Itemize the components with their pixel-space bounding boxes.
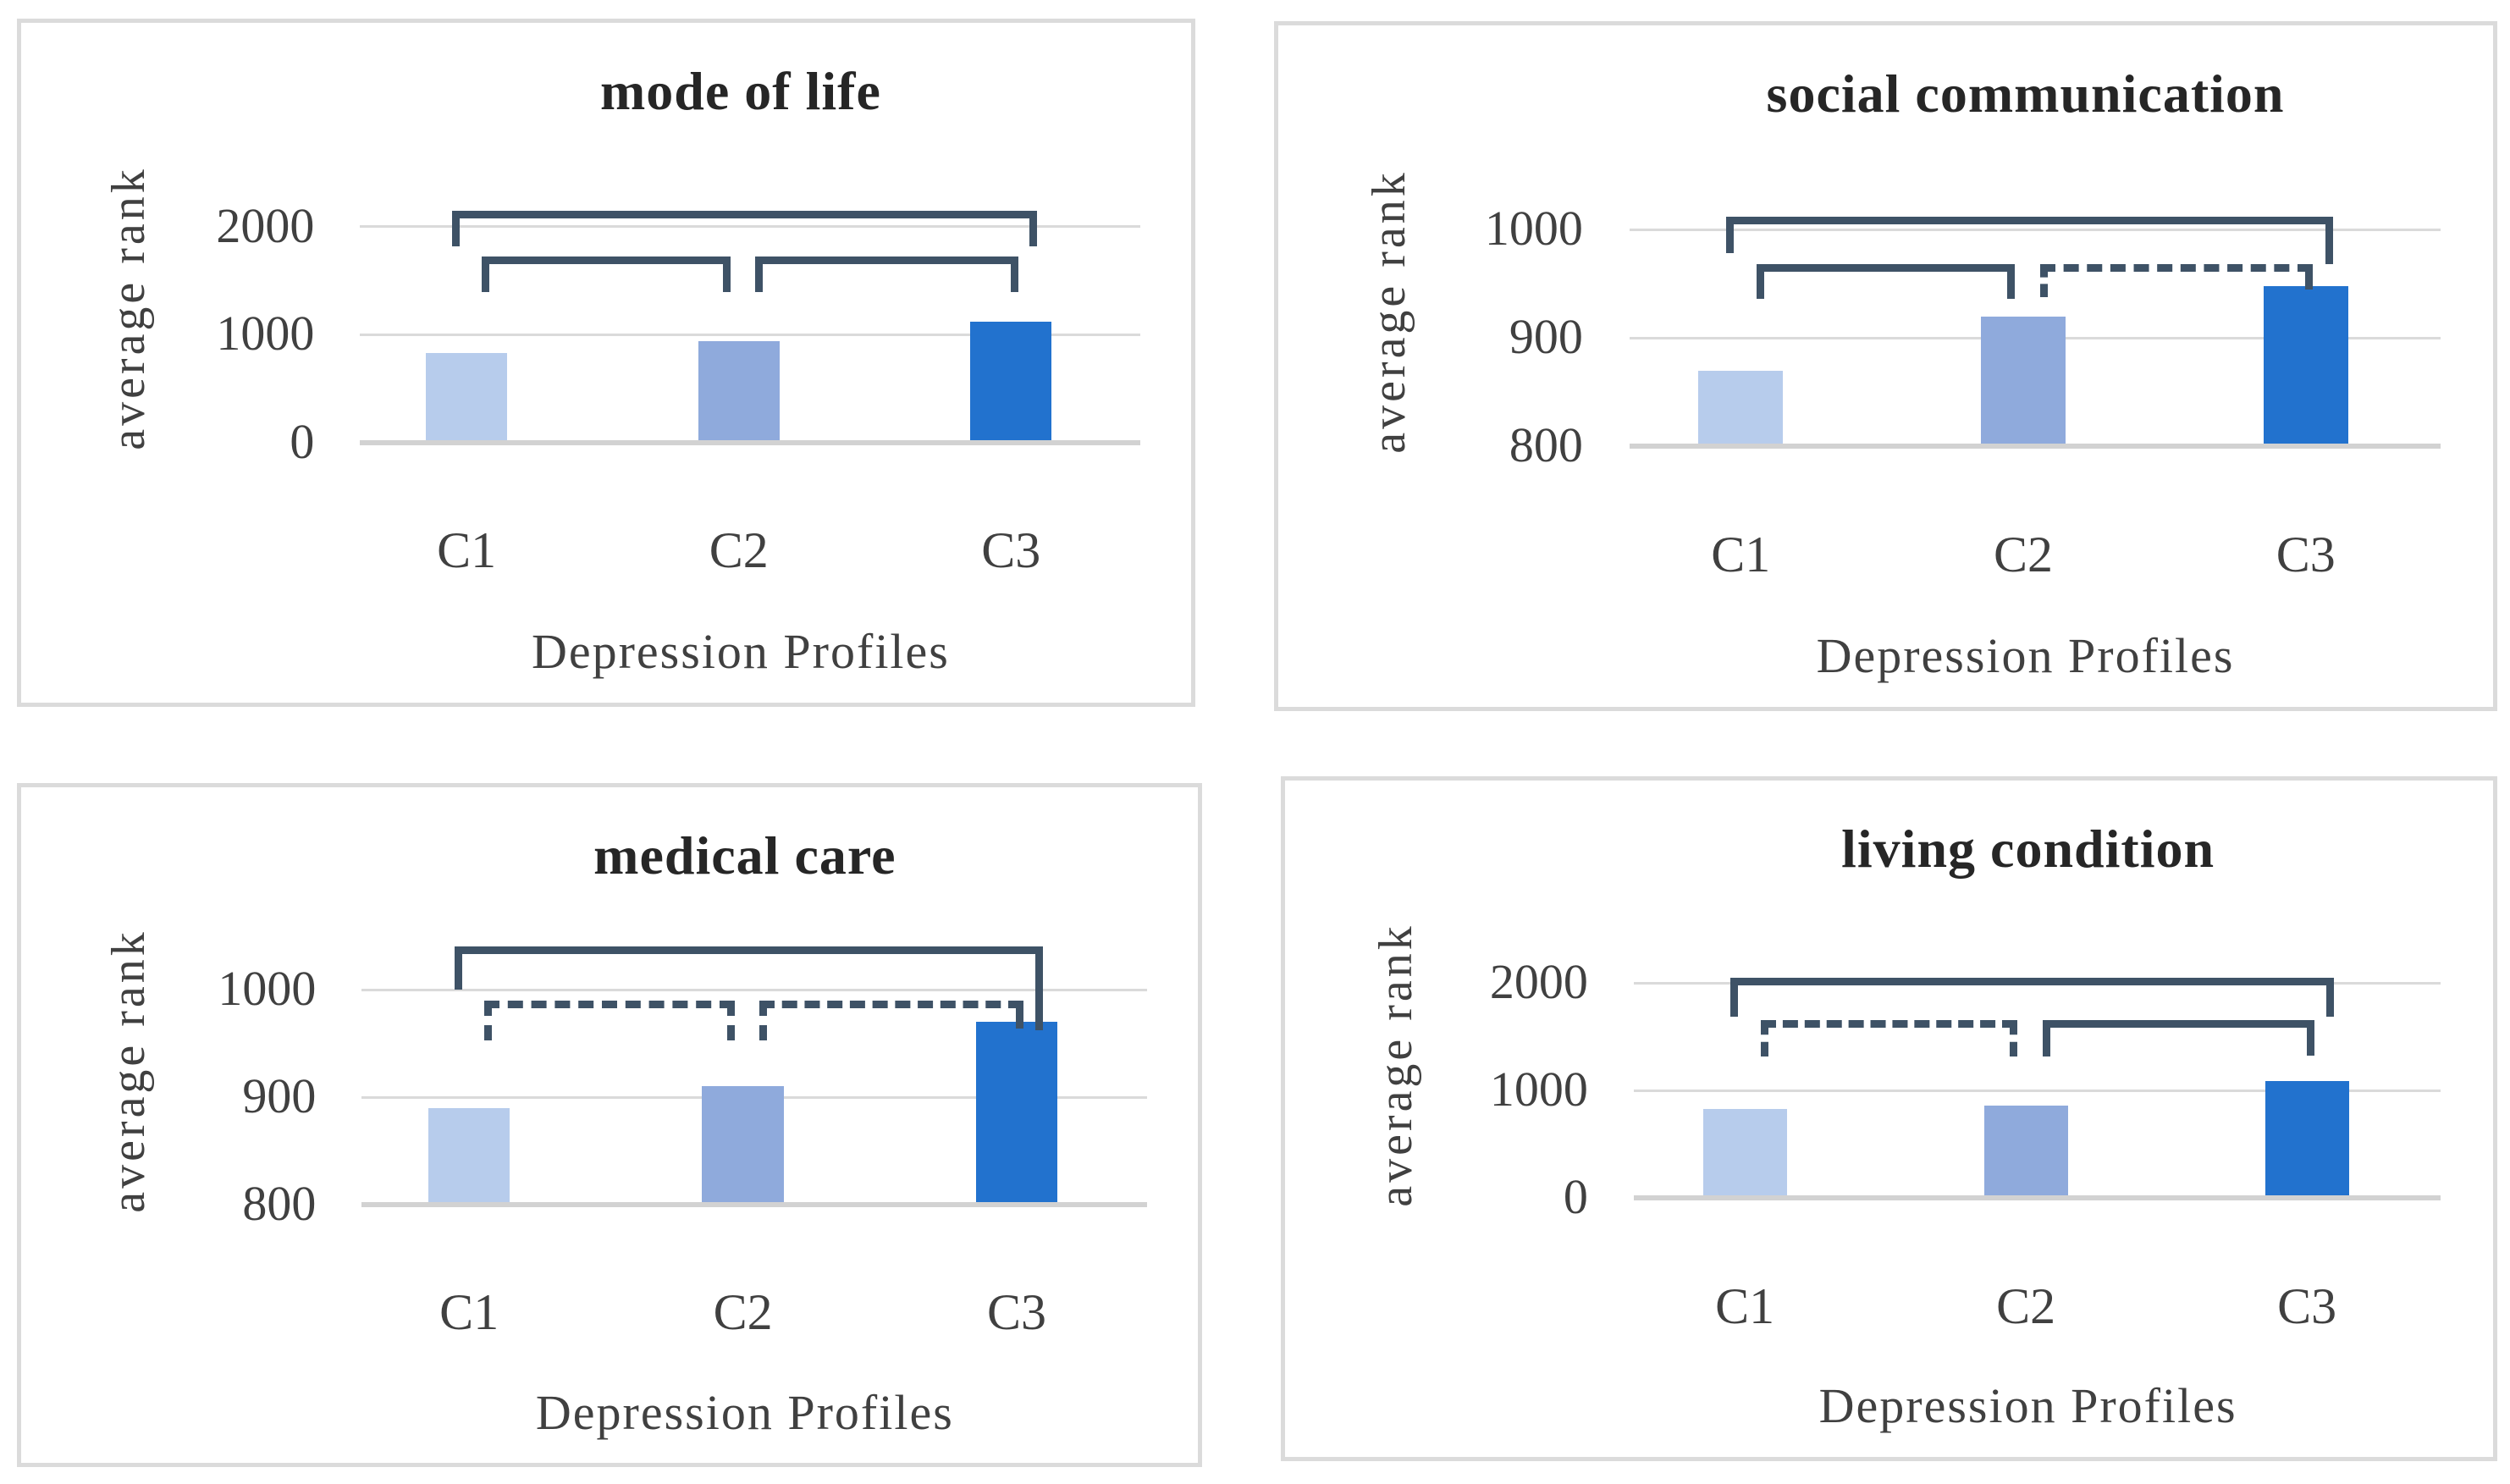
chart-title: mode of life <box>599 61 881 122</box>
bracket-leg-left <box>2040 264 2049 297</box>
y-tick-label: 2000 <box>216 197 315 253</box>
bracket-leg-left <box>452 210 461 246</box>
x-tick-label-c2: C2 <box>1993 526 2054 582</box>
bracket-leg-left <box>755 256 764 293</box>
bracket-leg-right <box>1016 1000 1024 1029</box>
bracket-leg-left <box>1760 1019 1768 1056</box>
bar-c2 <box>698 340 780 440</box>
bracket-leg-left <box>1725 216 1734 254</box>
gridline <box>1629 228 2441 231</box>
bracket-solid-span <box>482 256 731 264</box>
chart-title: medical care <box>593 825 896 885</box>
x-tick-label-c1: C1 <box>437 522 497 579</box>
bracket-solid-span <box>455 946 1043 955</box>
x-axis-title: Depression Profiles <box>531 623 950 679</box>
x-tick-label-c3: C3 <box>986 1283 1047 1340</box>
bar-c1 <box>428 1107 510 1202</box>
x-tick-label-c3: C3 <box>981 522 1041 579</box>
y-tick-label: 1000 <box>218 961 317 1017</box>
bracket-solid-span <box>1756 264 2015 273</box>
y-tick-label: 800 <box>1509 417 1583 473</box>
bracket-leg-right <box>2325 216 2333 265</box>
bracket-dashed-span <box>484 1000 735 1008</box>
bracket-leg-right <box>1029 210 1037 246</box>
bracket-solid-span <box>1729 978 2334 986</box>
bracket-leg-right <box>2010 1019 2018 1056</box>
x-axis-title: Depression Profiles <box>1816 627 2235 683</box>
x-axis-line <box>361 1201 1147 1207</box>
y-tick-label: 900 <box>242 1068 317 1124</box>
y-tick-label: 800 <box>242 1176 317 1232</box>
bracket-solid-span <box>452 210 1037 218</box>
bracket-leg-right <box>722 256 731 293</box>
y-tick-label: 900 <box>1509 309 1583 365</box>
bar-c3 <box>975 1022 1058 1202</box>
bar-c3 <box>970 321 1052 440</box>
bracket-solid-span <box>2043 1019 2314 1028</box>
bracket-leg-right <box>2325 978 2334 1017</box>
bar-c1 <box>1698 370 1784 444</box>
y-tick-label: 0 <box>1563 1169 1588 1225</box>
bracket-dashed-span <box>2040 264 2314 273</box>
bracket-leg-left <box>455 946 463 990</box>
bracket-dashed-span <box>1760 1019 2018 1028</box>
x-tick-label-c1: C1 <box>1715 1277 1775 1334</box>
gridline <box>359 333 1141 336</box>
x-axis-title: Depression Profiles <box>535 1384 954 1440</box>
bracket-leg-right <box>726 1000 735 1040</box>
bracket-leg-right <box>2305 264 2314 290</box>
y-tick-label: 1000 <box>216 306 315 361</box>
x-tick-label-c2: C2 <box>1996 1277 2056 1334</box>
y-axis-title: average rank <box>1363 169 1416 455</box>
bracket-leg-right <box>2306 1019 2314 1056</box>
chart-title: social communication <box>1766 63 2285 124</box>
x-tick-label-c2: C2 <box>709 522 769 579</box>
gridline <box>1634 1089 2441 1092</box>
bracket-leg-right <box>2006 264 2015 300</box>
y-tick-label: 2000 <box>1489 954 1588 1010</box>
chart-panel-social-communication: social communication average rank 1000 9… <box>1274 21 2497 711</box>
bar-c3 <box>2263 285 2348 444</box>
x-tick-label-c1: C1 <box>439 1283 499 1340</box>
bracket-leg-right <box>1034 946 1043 1031</box>
chart-panel-mode-of-life: mode of life average rank 2000 1000 0 C1… <box>17 19 1195 707</box>
x-axis-line <box>1634 1195 2441 1201</box>
bracket-leg-left <box>482 256 490 293</box>
y-tick-label: 1000 <box>1489 1062 1588 1117</box>
bar-c2 <box>1983 1106 2068 1196</box>
chart-panel-medical-care: medical care average rank 1000 900 800 C… <box>17 783 1202 1467</box>
bar-c3 <box>2265 1081 2349 1196</box>
bracket-solid-span <box>755 256 1018 264</box>
bar-c2 <box>702 1086 784 1202</box>
y-tick-label: 0 <box>290 414 315 470</box>
bracket-leg-right <box>1010 256 1018 293</box>
bar-c1 <box>1702 1109 1787 1196</box>
bar-c1 <box>426 352 508 440</box>
x-tick-label-c3: C3 <box>2276 526 2336 582</box>
bar-c2 <box>1981 316 2066 444</box>
x-tick-label-c3: C3 <box>2277 1277 2337 1334</box>
bracket-leg-left <box>484 1000 493 1040</box>
bracket-leg-left <box>759 1000 768 1040</box>
bracket-leg-left <box>1729 978 1738 1017</box>
bracket-dashed-span <box>759 1000 1024 1008</box>
y-tick-label: 1000 <box>1484 201 1583 257</box>
gridline <box>359 225 1141 229</box>
x-axis-title: Depression Profiles <box>1818 1378 2237 1434</box>
x-tick-label-c1: C1 <box>1711 526 1771 582</box>
y-axis-title: average rank <box>1369 922 1422 1207</box>
bracket-leg-left <box>1756 264 1764 300</box>
gridline <box>361 988 1147 991</box>
bracket-solid-span <box>1725 216 2333 224</box>
y-axis-title: average rank <box>102 166 155 451</box>
bracket-leg-left <box>2043 1019 2051 1056</box>
x-axis-line <box>359 439 1141 445</box>
x-tick-label-c2: C2 <box>713 1283 773 1340</box>
x-axis-line <box>1629 444 2441 450</box>
chart-title: living condition <box>1841 818 2215 879</box>
chart-panel-living-condition: living condition average rank 2000 1000 … <box>1281 776 2497 1461</box>
y-axis-title: average rank <box>102 929 156 1214</box>
